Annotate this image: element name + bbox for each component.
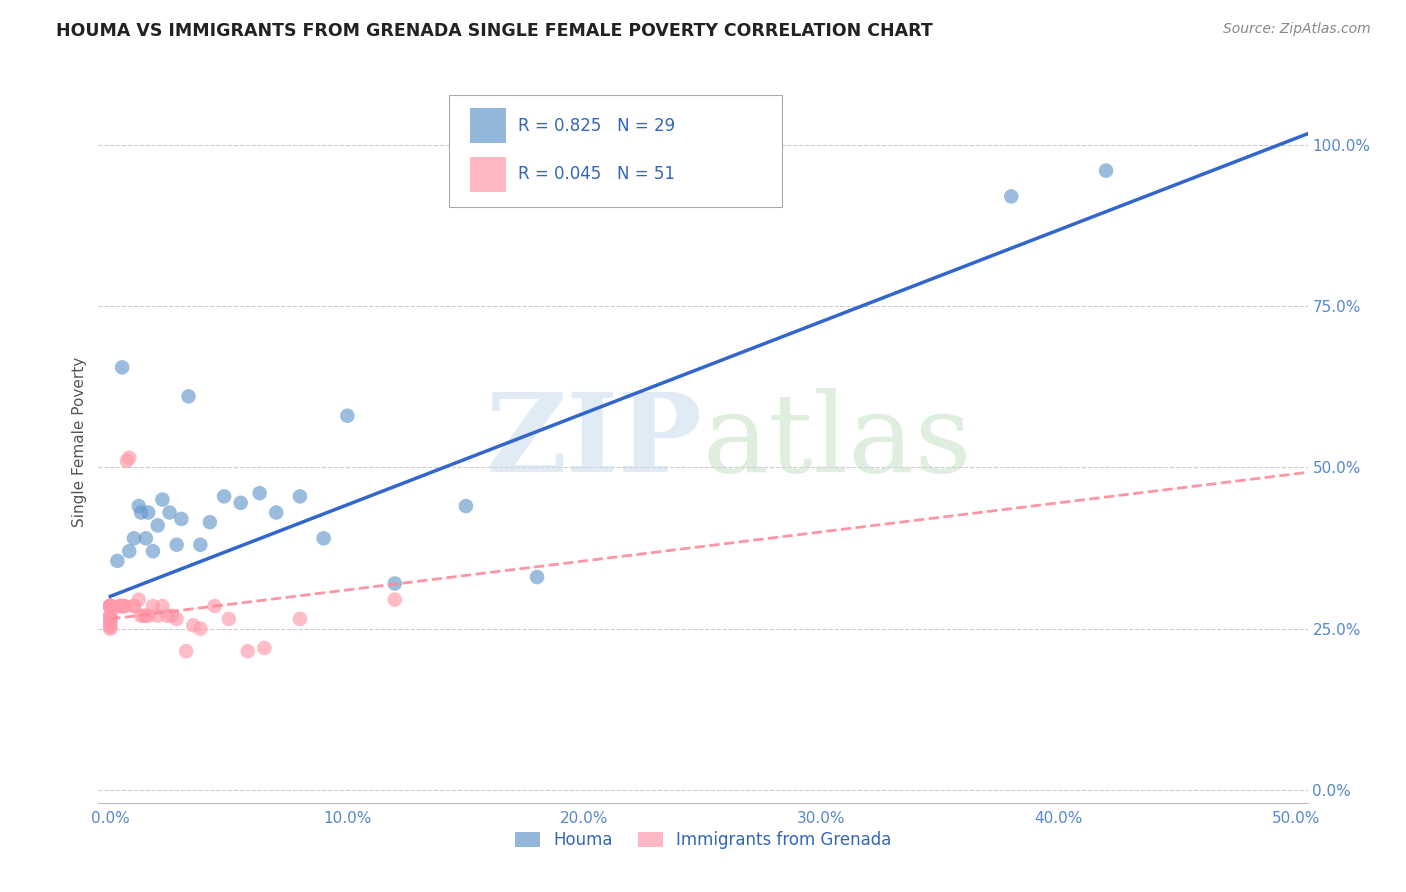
- Point: [166, 612, 188, 626]
- Point: [98, 620, 121, 634]
- Point: [264, 506, 287, 520]
- Point: [190, 538, 212, 552]
- Point: [128, 592, 150, 607]
- Point: [114, 599, 136, 613]
- Text: HOUMA VS IMMIGRANTS FROM GRENADA SINGLE FEMALE POVERTY CORRELATION CHART: HOUMA VS IMMIGRANTS FROM GRENADA SINGLE …: [56, 22, 934, 40]
- Point: [98, 599, 121, 613]
- Point: [129, 506, 152, 520]
- Point: [98, 599, 121, 613]
- Point: [1000, 189, 1022, 203]
- Point: [384, 592, 406, 607]
- Point: [115, 454, 138, 468]
- Point: [118, 450, 141, 465]
- Point: [98, 599, 121, 613]
- Point: [105, 554, 128, 568]
- Point: [253, 640, 276, 655]
- Point: [454, 499, 477, 513]
- Point: [98, 599, 121, 613]
- Point: [160, 608, 183, 623]
- Point: [1095, 163, 1118, 178]
- Point: [142, 544, 165, 558]
- Point: [108, 599, 131, 613]
- Point: [98, 599, 121, 613]
- Point: [166, 538, 188, 552]
- Point: [159, 506, 181, 520]
- Point: [312, 531, 335, 545]
- Point: [111, 599, 134, 613]
- Point: [98, 599, 121, 613]
- Point: [190, 622, 212, 636]
- Point: [135, 531, 157, 545]
- Point: [128, 499, 150, 513]
- Point: [132, 608, 155, 623]
- Text: atlas: atlas: [703, 388, 973, 495]
- Point: [111, 599, 134, 613]
- Point: [142, 599, 165, 613]
- Point: [152, 492, 174, 507]
- Point: [98, 599, 121, 613]
- Point: [98, 622, 121, 636]
- Point: [288, 489, 311, 503]
- Point: [156, 608, 179, 623]
- Point: [122, 599, 145, 613]
- Point: [98, 612, 121, 626]
- Point: [236, 644, 259, 658]
- Point: [204, 599, 226, 613]
- Legend: Houma, Immigrants from Grenada: Houma, Immigrants from Grenada: [508, 824, 898, 856]
- Point: [218, 612, 240, 626]
- Point: [98, 599, 121, 613]
- Point: [136, 608, 159, 623]
- Text: Source: ZipAtlas.com: Source: ZipAtlas.com: [1223, 22, 1371, 37]
- Text: R = 0.825   N = 29: R = 0.825 N = 29: [517, 117, 675, 135]
- Point: [98, 608, 121, 623]
- Point: [98, 614, 121, 628]
- Point: [174, 644, 197, 658]
- Point: [152, 599, 174, 613]
- Point: [108, 599, 131, 613]
- Point: [98, 599, 121, 613]
- Point: [170, 512, 193, 526]
- Point: [229, 496, 252, 510]
- Point: [336, 409, 359, 423]
- Point: [98, 599, 121, 613]
- Bar: [470, 157, 506, 192]
- Point: [177, 389, 200, 403]
- Point: [111, 599, 134, 613]
- Point: [122, 599, 145, 613]
- Point: [288, 612, 311, 626]
- Point: [181, 618, 204, 632]
- Point: [146, 518, 169, 533]
- Text: ZIP: ZIP: [486, 388, 703, 495]
- Point: [98, 608, 121, 623]
- Point: [114, 599, 136, 613]
- Point: [146, 608, 169, 623]
- Text: R = 0.045   N = 51: R = 0.045 N = 51: [517, 165, 675, 183]
- Point: [98, 599, 121, 613]
- Point: [118, 544, 141, 558]
- Point: [122, 531, 145, 545]
- Point: [249, 486, 271, 500]
- Point: [198, 515, 221, 529]
- Point: [135, 608, 157, 623]
- Y-axis label: Single Female Poverty: Single Female Poverty: [72, 357, 87, 526]
- Point: [384, 576, 406, 591]
- Point: [212, 489, 235, 503]
- Point: [98, 618, 121, 632]
- Point: [526, 570, 548, 584]
- FancyBboxPatch shape: [449, 95, 782, 207]
- Point: [129, 608, 152, 623]
- Point: [98, 615, 121, 630]
- Bar: [470, 109, 506, 143]
- Point: [111, 360, 134, 375]
- Point: [136, 506, 159, 520]
- Point: [98, 599, 121, 613]
